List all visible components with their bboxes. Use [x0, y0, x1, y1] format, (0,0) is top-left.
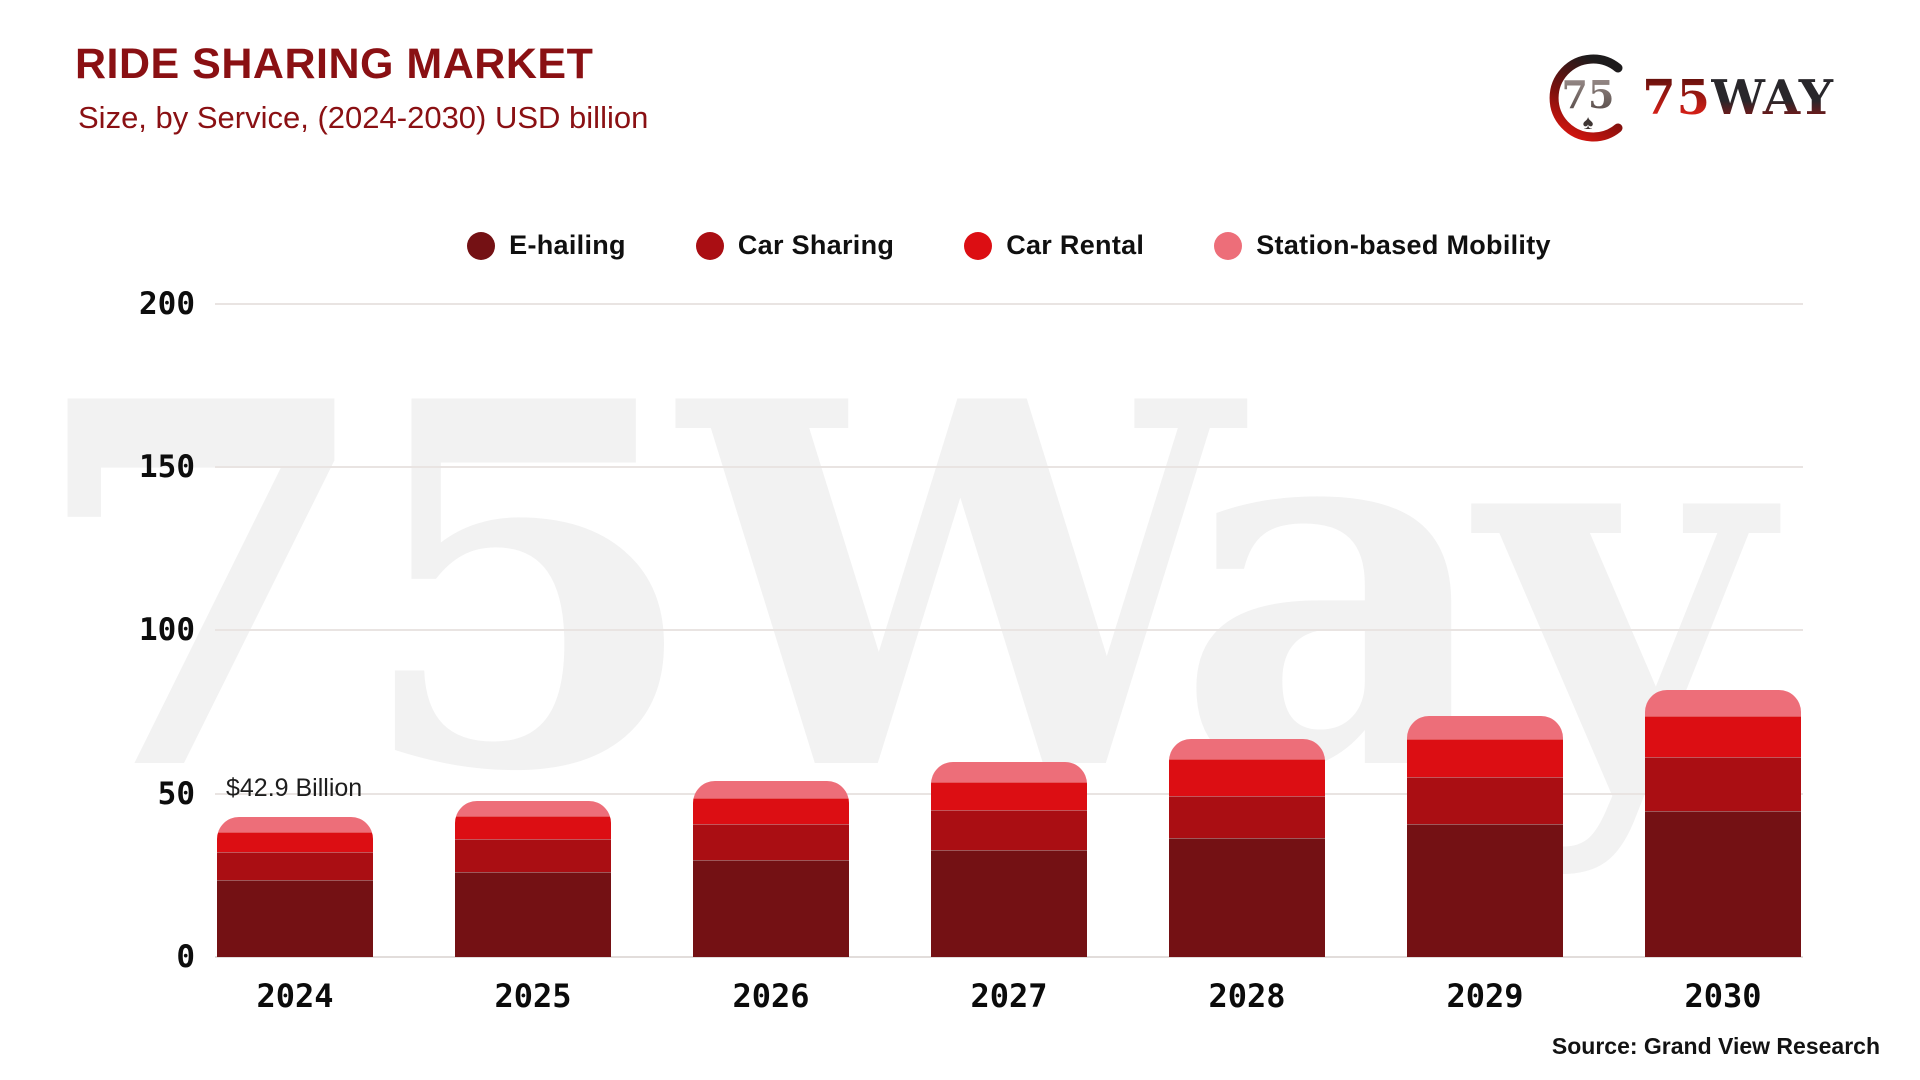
bar-2028: [1169, 739, 1325, 957]
bar-segment-2026-car-rental: [693, 797, 849, 825]
x-axis-label-2027: 2027: [970, 977, 1048, 1015]
y-axis-tick-100: 100: [139, 612, 195, 649]
legend-label: Car Rental: [1006, 230, 1145, 260]
bar-segment-2028-e-hailing: [1169, 837, 1325, 957]
bar-segment-2029-car-sharing: [1407, 776, 1563, 825]
bar-segment-2028-station-based-mobility: [1169, 739, 1325, 760]
page-subtitle: Size, by Service, (2024-2030) USD billio…: [78, 100, 649, 135]
bar-segment-2027-car-rental: [931, 781, 1087, 811]
gridline-0: [215, 956, 1803, 958]
y-axis-tick-0: 0: [176, 939, 195, 975]
legend-item-car-rental: Car Rental: [964, 230, 1144, 261]
bar-segment-2024-car-sharing: [217, 852, 373, 881]
bar-2024: [217, 816, 373, 957]
bar-segment-2024-car-rental: [217, 832, 373, 853]
bar-segment-2027-car-sharing: [931, 810, 1087, 851]
bar-segment-2025-car-sharing: [455, 839, 611, 872]
chart-legend: E-hailing Car Sharing Car Rental Station-ba…: [215, 230, 1803, 261]
bar-segment-2025-station-based-mobility: [455, 801, 611, 817]
y-axis-tick-150: 150: [139, 449, 195, 486]
legend-item-station-based-mobility: Station-based Mobility: [1214, 230, 1551, 261]
page-title: RIDE SHARING MARKET: [75, 40, 594, 88]
legend-label: Car Sharing: [737, 230, 895, 260]
legend-item-car-sharing: Car Sharing: [695, 230, 895, 261]
bar-segment-2024-e-hailing: [217, 880, 373, 957]
logo-wordmark: 75WAY: [1642, 74, 1834, 122]
bar-segment-2030-car-rental: [1645, 716, 1801, 757]
legend-label: E-hailing: [509, 230, 626, 260]
bar-segment-2028-car-rental: [1169, 759, 1325, 796]
legend-label: Station-based Mobility: [1256, 230, 1551, 260]
y-axis-tick-50: 50: [157, 775, 195, 812]
gridline-200: [215, 302, 1803, 305]
bar-segment-2025-e-hailing: [455, 871, 611, 957]
gridline-100: [215, 629, 1803, 632]
bar-segment-2025-car-rental: [455, 816, 611, 840]
bar-2027: [931, 762, 1087, 957]
x-axis-label-2030: 2030: [1684, 977, 1762, 1015]
x-axis-label-2029: 2029: [1446, 977, 1524, 1015]
x-axis-label-2028: 2028: [1208, 977, 1286, 1015]
bar-2030: [1645, 690, 1801, 957]
bar-segment-2027-e-hailing: [931, 850, 1087, 957]
source-credit: Source: Grand View Research: [1551, 1033, 1880, 1059]
gridline-150: [215, 466, 1803, 469]
bar-segment-2026-e-hailing: [693, 860, 849, 957]
logo-text-way: WAY: [1711, 70, 1834, 126]
logo-text-75: 75: [1642, 70, 1712, 126]
x-axis-label-2024: 2024: [256, 977, 334, 1015]
bar-segment-2030-station-based-mobility: [1645, 690, 1801, 717]
bar-segment-2030-car-sharing: [1645, 756, 1801, 812]
x-axis-label-2025: 2025: [494, 977, 572, 1015]
bar-segment-2030-e-hailing: [1645, 811, 1801, 957]
svg-text:75: 75: [1562, 72, 1615, 117]
svg-text:♠: ♠: [1583, 112, 1594, 134]
bar-segment-2029-e-hailing: [1407, 824, 1563, 957]
bar-2029: [1407, 716, 1563, 957]
bar-segment-2029-car-rental: [1407, 739, 1563, 777]
legend-dot-icon: [695, 231, 724, 260]
legend-item-e-hailing: E-hailing: [467, 230, 626, 261]
brand-logo: 75 ♠ 75WAY: [1542, 52, 1834, 144]
bar-segment-2027-station-based-mobility: [931, 762, 1087, 782]
bar-segment-2024-station-based-mobility: [217, 816, 373, 833]
legend-dot-icon: [467, 231, 496, 260]
bar-2025: [455, 801, 611, 957]
x-axis-label-2026: 2026: [732, 977, 810, 1015]
bar-segment-2029-station-based-mobility: [1407, 716, 1563, 740]
logo-crescent-icon: 75 ♠: [1549, 54, 1623, 142]
legend-dot-icon: [1214, 231, 1243, 260]
bar-segment-2026-car-sharing: [693, 824, 849, 861]
bar-segment-2028-car-sharing: [1169, 795, 1325, 838]
legend-dot-icon: [964, 231, 993, 260]
value-annotation-2024: $42.9 Billion: [226, 774, 363, 802]
bar-2026: [693, 781, 849, 957]
bar-segment-2026-station-based-mobility: [693, 781, 849, 798]
y-axis-tick-200: 200: [139, 285, 195, 322]
